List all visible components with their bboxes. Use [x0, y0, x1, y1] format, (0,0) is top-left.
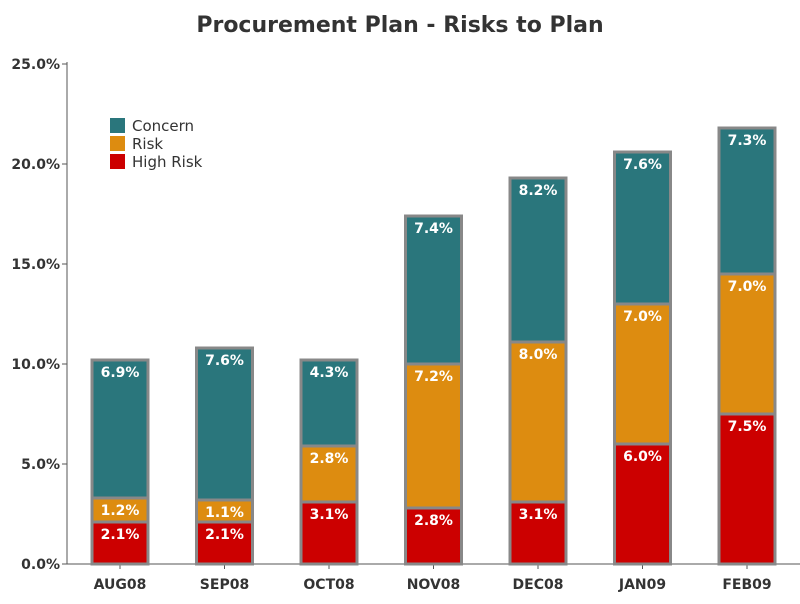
data-label: 8.0%	[519, 347, 558, 363]
bar-segment	[717, 412, 777, 566]
bar-segment	[299, 444, 359, 504]
x-tick-label: AUG08	[94, 577, 147, 593]
bar-segment	[90, 358, 150, 500]
y-tick-label: 25.0%	[11, 57, 60, 73]
bar-segment	[404, 506, 463, 566]
data-label: 1.2%	[101, 503, 140, 519]
x-tick-label: DEC08	[513, 577, 564, 593]
data-label: 6.9%	[101, 365, 140, 381]
data-label: 7.5%	[728, 419, 767, 435]
bar-segment	[613, 442, 672, 566]
y-tick-label: 10.0%	[11, 357, 60, 373]
legend-swatch	[110, 118, 125, 133]
data-label: 2.8%	[414, 513, 453, 529]
data-label: 6.0%	[623, 449, 662, 465]
data-label: 7.2%	[414, 369, 453, 385]
legend-label: High Risk	[132, 153, 203, 171]
data-label: 2.1%	[205, 527, 244, 543]
data-label: 7.6%	[623, 157, 662, 173]
bar-segment	[508, 176, 568, 344]
data-label: 7.0%	[728, 279, 767, 295]
bar-segment	[195, 520, 254, 566]
x-tick-label: OCT08	[303, 577, 354, 593]
bar-segment	[195, 346, 254, 502]
bar-segment	[613, 302, 672, 446]
bar-segment	[508, 340, 568, 504]
data-label: 7.4%	[414, 221, 453, 237]
data-label: 1.1%	[205, 505, 244, 521]
y-tick-label: 20.0%	[11, 157, 60, 173]
y-tick-label: 0.0%	[21, 557, 60, 573]
legend-label: Risk	[132, 135, 163, 153]
data-label: 7.3%	[728, 133, 767, 149]
data-label: 3.1%	[310, 507, 349, 523]
chart-title: Procurement Plan - Risks to Plan	[196, 13, 603, 38]
y-tick-label: 15.0%	[11, 257, 60, 273]
legend-swatch	[110, 136, 125, 151]
bar-segment	[299, 358, 359, 448]
x-tick-label: JAN09	[618, 577, 666, 593]
legend-label: Concern	[132, 117, 194, 135]
y-tick-label: 5.0%	[21, 457, 60, 473]
bar-segment	[613, 150, 672, 306]
x-tick-label: FEB09	[722, 577, 771, 593]
bar-segment	[508, 500, 568, 566]
bar-segment	[717, 272, 777, 416]
x-tick-label: SEP08	[200, 577, 249, 593]
legend-swatch	[110, 154, 125, 169]
data-label: 3.1%	[519, 507, 558, 523]
bar-segment	[404, 214, 463, 366]
data-label: 8.2%	[519, 183, 558, 199]
x-tick-label: NOV08	[407, 577, 461, 593]
data-label: 4.3%	[310, 365, 349, 381]
data-label: 7.6%	[205, 353, 244, 369]
bar-segment	[90, 496, 150, 524]
bar-segment	[404, 362, 463, 510]
bar-segment	[717, 126, 777, 276]
data-label: 2.8%	[310, 451, 349, 467]
bar-segment	[299, 500, 359, 566]
data-label: 7.0%	[623, 309, 662, 325]
data-label: 2.1%	[101, 527, 140, 543]
